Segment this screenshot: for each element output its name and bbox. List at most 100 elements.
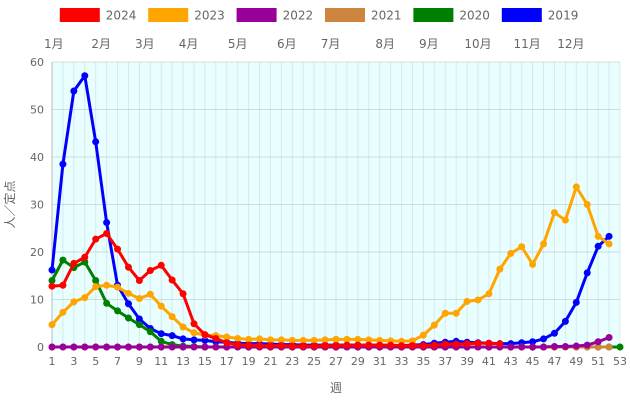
data-point[interactable]: [485, 339, 493, 347]
data-point[interactable]: [212, 343, 220, 351]
data-point[interactable]: [114, 283, 122, 291]
data-point[interactable]: [583, 341, 591, 349]
data-point[interactable]: [387, 341, 395, 349]
data-point[interactable]: [146, 343, 154, 351]
data-point[interactable]: [561, 343, 569, 351]
data-point[interactable]: [277, 342, 285, 350]
data-point[interactable]: [550, 209, 558, 217]
data-point[interactable]: [540, 240, 548, 248]
data-point[interactable]: [135, 321, 143, 329]
data-point[interactable]: [561, 216, 569, 224]
data-point[interactable]: [594, 242, 602, 250]
data-point[interactable]: [146, 328, 154, 336]
data-point[interactable]: [507, 249, 515, 257]
data-point[interactable]: [310, 342, 318, 350]
data-point[interactable]: [332, 335, 340, 343]
data-point[interactable]: [310, 336, 318, 344]
data-point[interactable]: [103, 229, 111, 237]
data-point[interactable]: [277, 336, 285, 344]
data-point[interactable]: [583, 269, 591, 277]
legend-item[interactable]: 2019: [501, 8, 579, 23]
data-point[interactable]: [419, 331, 427, 339]
legend-item[interactable]: 2022: [236, 8, 314, 23]
data-point[interactable]: [124, 289, 132, 297]
data-point[interactable]: [157, 330, 165, 338]
data-point[interactable]: [496, 340, 504, 348]
data-point[interactable]: [234, 341, 242, 349]
data-point[interactable]: [245, 335, 253, 343]
data-point[interactable]: [343, 335, 351, 343]
data-point[interactable]: [59, 308, 67, 316]
data-point[interactable]: [288, 336, 296, 344]
data-point[interactable]: [48, 343, 56, 351]
data-point[interactable]: [408, 342, 416, 350]
data-point[interactable]: [288, 342, 296, 350]
data-point[interactable]: [299, 342, 307, 350]
data-point[interactable]: [518, 343, 526, 351]
legend-item[interactable]: 2021: [325, 8, 402, 23]
data-point[interactable]: [561, 317, 569, 325]
data-point[interactable]: [114, 245, 122, 253]
data-point[interactable]: [124, 343, 132, 351]
data-point[interactable]: [81, 72, 89, 80]
data-point[interactable]: [463, 297, 471, 305]
data-point[interactable]: [354, 341, 362, 349]
data-point[interactable]: [103, 299, 111, 307]
data-point[interactable]: [485, 290, 493, 298]
legend-item[interactable]: 2023: [148, 8, 225, 23]
data-point[interactable]: [92, 235, 100, 243]
data-point[interactable]: [135, 295, 143, 303]
data-point[interactable]: [124, 263, 132, 271]
data-point[interactable]: [70, 87, 78, 95]
data-point[interactable]: [135, 343, 143, 351]
data-point[interactable]: [103, 219, 111, 227]
data-point[interactable]: [223, 339, 231, 347]
data-point[interactable]: [92, 283, 100, 291]
data-point[interactable]: [430, 321, 438, 329]
data-point[interactable]: [92, 343, 100, 351]
data-point[interactable]: [266, 342, 274, 350]
data-point[interactable]: [179, 335, 187, 343]
data-point[interactable]: [605, 240, 613, 248]
data-point[interactable]: [266, 336, 274, 344]
data-point[interactable]: [441, 340, 449, 348]
data-point[interactable]: [594, 338, 602, 346]
data-point[interactable]: [452, 309, 460, 317]
data-point[interactable]: [114, 307, 122, 315]
data-point[interactable]: [146, 290, 154, 298]
data-point[interactable]: [321, 342, 329, 350]
data-point[interactable]: [59, 281, 67, 289]
data-point[interactable]: [157, 261, 165, 269]
data-point[interactable]: [157, 337, 165, 345]
data-point[interactable]: [48, 266, 56, 274]
data-point[interactable]: [124, 314, 132, 322]
data-point[interactable]: [616, 343, 624, 351]
data-point[interactable]: [70, 259, 78, 267]
data-point[interactable]: [190, 343, 198, 351]
data-point[interactable]: [430, 341, 438, 349]
data-point[interactable]: [168, 332, 176, 340]
data-point[interactable]: [507, 343, 515, 351]
data-point[interactable]: [529, 343, 537, 351]
data-point[interactable]: [605, 334, 613, 341]
data-point[interactable]: [59, 160, 67, 168]
data-point[interactable]: [92, 138, 100, 146]
data-point[interactable]: [474, 339, 482, 347]
data-point[interactable]: [245, 341, 253, 349]
data-point[interactable]: [419, 342, 427, 350]
data-point[interactable]: [518, 243, 526, 251]
data-point[interactable]: [179, 323, 187, 331]
data-point[interactable]: [572, 298, 580, 306]
data-point[interactable]: [59, 343, 67, 351]
data-point[interactable]: [190, 320, 198, 328]
data-point[interactable]: [70, 343, 78, 351]
data-point[interactable]: [103, 343, 111, 351]
data-point[interactable]: [212, 334, 220, 342]
data-point[interactable]: [256, 342, 264, 350]
data-point[interactable]: [529, 260, 537, 268]
data-point[interactable]: [81, 253, 89, 261]
data-point[interactable]: [474, 296, 482, 304]
data-point[interactable]: [179, 343, 187, 351]
data-point[interactable]: [81, 343, 89, 351]
data-point[interactable]: [223, 333, 231, 341]
